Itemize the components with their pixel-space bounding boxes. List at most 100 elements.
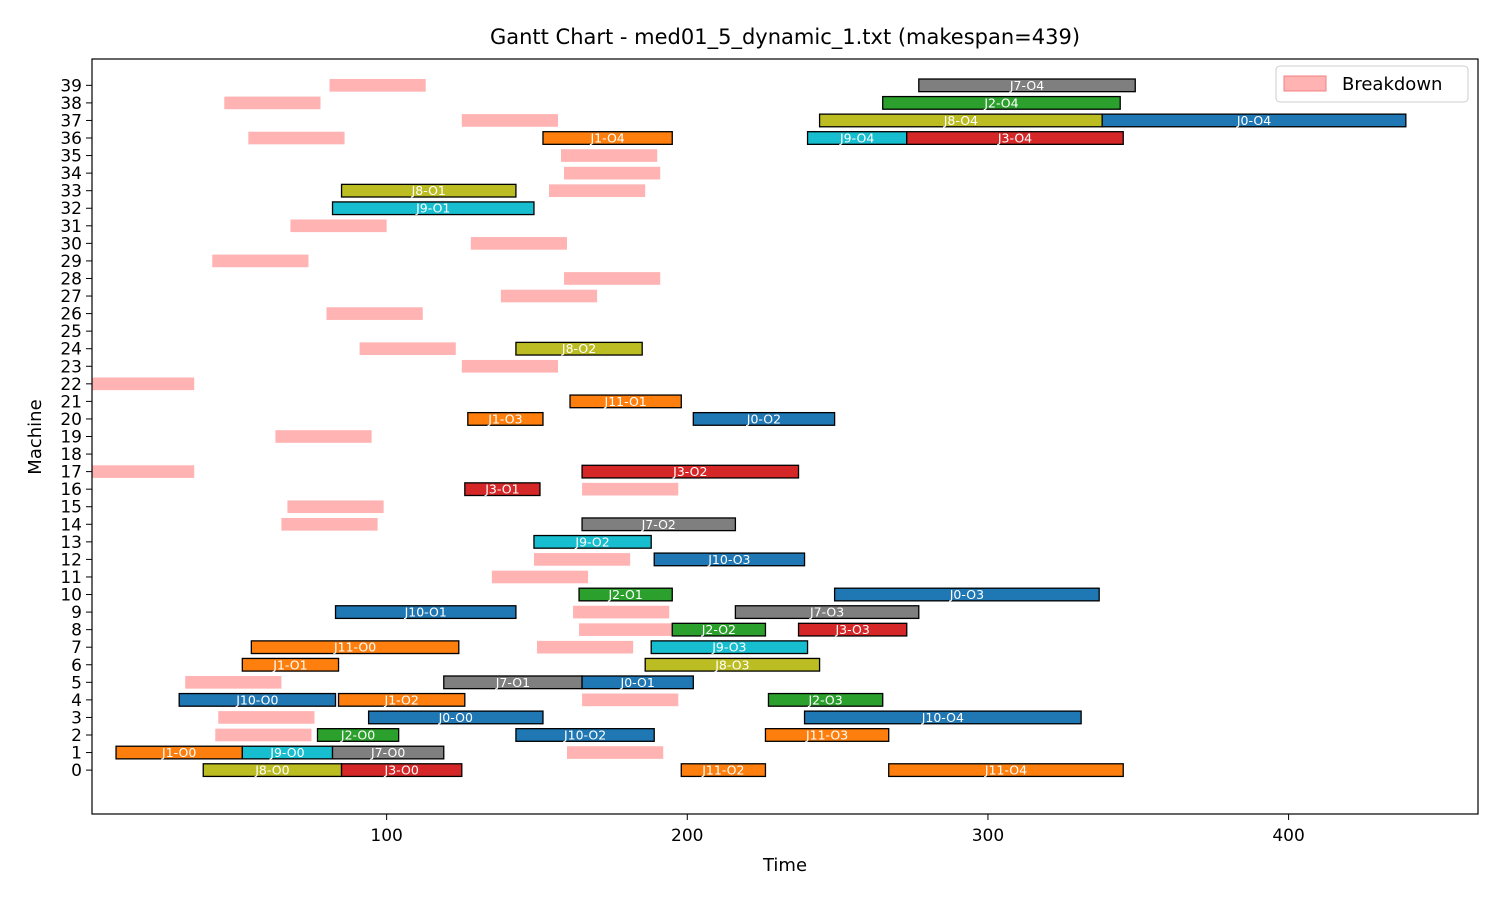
- y-tick-label-38: 38: [60, 94, 82, 114]
- breakdown-bar-m4-3: [582, 693, 679, 707]
- breakdown-bar-m3-2: [218, 711, 315, 724]
- y-tick-label-5: 5: [71, 673, 82, 693]
- op-label-j1-o1: J1-O1: [272, 657, 307, 672]
- y-tick-label-27: 27: [60, 287, 82, 307]
- op-label-j11-o0: J11-O0: [333, 640, 376, 655]
- op-bar-j8-o2: [515, 341, 643, 356]
- op-label-j1-o2: J1-O2: [384, 692, 419, 707]
- op-label-j7-o1: J7-O1: [495, 675, 530, 690]
- op-bar-j7-o2: [581, 517, 737, 532]
- op-label-j8-o3: J8-O3: [714, 657, 749, 672]
- op-bar-j10-o3: [653, 552, 806, 567]
- op-label-j10-o4: J10-O4: [921, 710, 964, 725]
- breakdown-bar-m36-27: [248, 131, 345, 145]
- breakdown-bar-m8-6: [579, 623, 676, 636]
- y-tick-label-19: 19: [60, 428, 82, 448]
- breakdown-bar-m29-21: [212, 254, 309, 268]
- breakdown-bar-m2-1: [215, 728, 312, 742]
- op-label-j10-o0: J10-O0: [235, 692, 278, 707]
- breakdown-bar-m31-23: [290, 219, 387, 233]
- y-tick-label-13: 13: [60, 533, 82, 553]
- op-bar-j7-o3: [734, 605, 920, 620]
- op-label-j9-o3: J9-O3: [711, 640, 746, 655]
- y-tick-label-25: 25: [60, 322, 82, 342]
- op-label-j11-o1: J11-O1: [604, 394, 647, 409]
- x-axis-ticks: 100 200 300 400: [370, 814, 1305, 846]
- op-label-j9-o4: J9-O4: [839, 131, 874, 146]
- op-bar-j1-o3: [467, 411, 544, 426]
- y-axis-ticks: 0123456789101112131415161718192021222324…: [60, 76, 92, 781]
- op-label-j9-o1: J9-O1: [415, 201, 450, 216]
- y-tick-label-24: 24: [60, 340, 82, 360]
- op-label-j8-o0: J8-O0: [254, 763, 289, 778]
- op-label-j10-o1: J10-O1: [404, 605, 447, 620]
- op-label-j2-o3: J2-O3: [807, 692, 842, 707]
- op-bar-j10-o0: [178, 692, 337, 707]
- op-bar-j10-o2: [515, 728, 655, 742]
- op-bar-j10-o4: [803, 710, 1082, 725]
- y-tick-label-34: 34: [60, 164, 82, 184]
- x-tick-label-300: 300: [972, 826, 1004, 846]
- op-bar-j2-o0: [316, 728, 400, 742]
- y-tick-label-28: 28: [60, 269, 82, 289]
- y-tick-label-32: 32: [60, 199, 82, 219]
- x-tick-label-400: 400: [1272, 826, 1304, 846]
- op-bar-j9-o1: [331, 201, 535, 216]
- breakdown-bar-m12-9: [533, 553, 631, 566]
- op-bar-j3-o1: [464, 482, 541, 497]
- breakdown-bar-m11-8: [491, 570, 589, 584]
- op-label-j3-o0: J3-O0: [384, 763, 419, 778]
- op-bar-j0-o2: [692, 411, 836, 426]
- y-tick-label-7: 7: [71, 638, 82, 658]
- breakdown-bar-m17-13: [92, 465, 195, 478]
- breakdown-bar-m22-15: [92, 377, 195, 391]
- y-tick-label-12: 12: [60, 550, 82, 570]
- y-tick-label-26: 26: [60, 305, 82, 325]
- breakdown-bar-m28-20: [564, 272, 661, 285]
- op-bar-j2-o3: [767, 692, 884, 707]
- y-tick-label-16: 16: [60, 480, 82, 500]
- y-tick-label-39: 39: [60, 76, 82, 96]
- breakdown-bar-m27-19: [500, 289, 598, 303]
- op-label-j0-o3: J0-O3: [949, 587, 984, 602]
- breakdown-bar-m34-25: [564, 166, 661, 180]
- op-label-j3-o4: J3-O4: [997, 131, 1032, 146]
- y-tick-label-2: 2: [71, 726, 82, 746]
- y-tick-label-21: 21: [60, 392, 82, 412]
- op-label-j1-o0: J1-O0: [161, 745, 196, 760]
- y-tick-label-3: 3: [71, 708, 82, 728]
- breakdown-bar-m26-18: [326, 307, 423, 320]
- op-bar-j0-o3: [833, 587, 1100, 602]
- op-label-j8-o2: J8-O2: [561, 341, 596, 356]
- op-label-j2-o1: J2-O1: [608, 587, 643, 602]
- y-tick-label-31: 31: [60, 217, 82, 237]
- op-bar-j11-o1: [569, 394, 682, 409]
- legend-label-breakdown: Breakdown: [1342, 74, 1442, 95]
- op-label-j1-o4: J1-O4: [589, 131, 624, 146]
- op-label-j11-o3: J11-O3: [805, 727, 848, 742]
- op-bar-j3-o2: [581, 464, 800, 479]
- op-label-j2-o4: J2-O4: [983, 95, 1018, 110]
- op-bar-j3-o3: [797, 622, 908, 637]
- y-tick-label-37: 37: [60, 111, 82, 131]
- op-label-j10-o2: J10-O2: [563, 727, 606, 742]
- op-label-j3-o3: J3-O3: [834, 622, 869, 637]
- op-bar-j8-o1: [340, 183, 517, 198]
- op-bar-j11-o3: [764, 728, 890, 742]
- breakdown-bar-m23-16: [461, 359, 559, 373]
- breakdown-bar-m37-28: [461, 114, 559, 127]
- op-bar-j8-o3: [644, 657, 821, 672]
- y-tick-label-33: 33: [60, 182, 82, 202]
- y-tick-label-36: 36: [60, 129, 82, 149]
- op-bar-j2-o1: [578, 587, 673, 602]
- op-bar-j11-o2: [680, 763, 767, 778]
- breakdown-bar-m9-7: [573, 605, 670, 619]
- legend-swatch-breakdown: [1283, 75, 1327, 92]
- op-bar-j0-o1: [581, 675, 694, 690]
- y-tick-label-30: 30: [60, 234, 82, 254]
- y-tick-label-8: 8: [71, 621, 82, 641]
- op-bar-j1-o4: [542, 131, 673, 145]
- y-tick-label-18: 18: [60, 445, 82, 465]
- x-axis-label: Time: [762, 855, 807, 876]
